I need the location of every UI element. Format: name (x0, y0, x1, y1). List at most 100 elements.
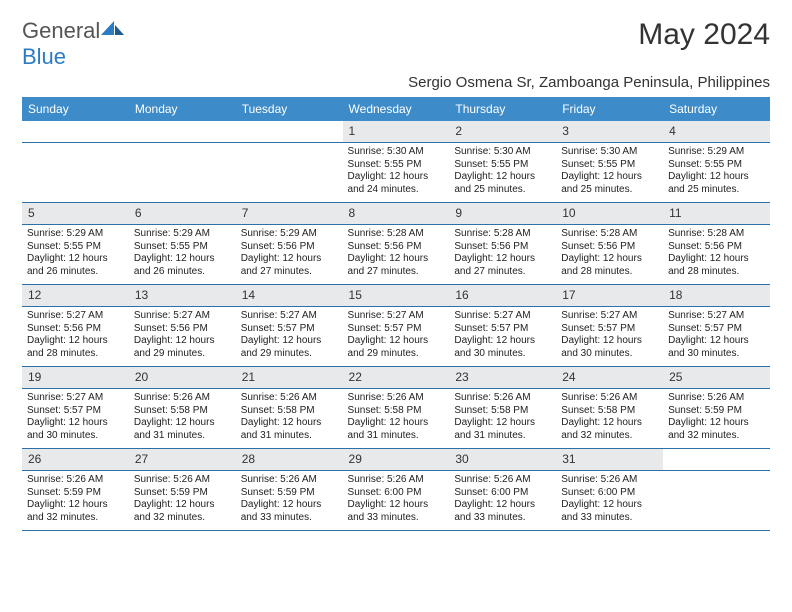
sunset-line: Sunset: 5:55 PM (561, 159, 658, 172)
day-number-cell: 25 (663, 367, 770, 389)
day-number-cell: 19 (22, 367, 129, 389)
day-detail-cell: Sunrise: 5:30 AMSunset: 5:55 PMDaylight:… (449, 143, 556, 203)
day-number-cell: 28 (236, 449, 343, 471)
day-number-cell: 17 (556, 285, 663, 307)
daylight-line: Daylight: 12 hours and 29 minutes. (241, 335, 338, 360)
daylight-line: Daylight: 12 hours and 27 minutes. (241, 253, 338, 278)
weekday-header: Wednesday (343, 97, 450, 121)
day-detail-cell: Sunrise: 5:30 AMSunset: 5:55 PMDaylight:… (556, 143, 663, 203)
sunset-line: Sunset: 5:55 PM (134, 241, 231, 254)
sunrise-line: Sunrise: 5:26 AM (348, 474, 445, 487)
sunset-line: Sunset: 5:55 PM (668, 159, 765, 172)
calendar-body: 1234Sunrise: 5:30 AMSunset: 5:55 PMDayli… (22, 121, 770, 531)
header: General Blue May 2024 (22, 18, 770, 70)
day-detail-cell: Sunrise: 5:27 AMSunset: 5:57 PMDaylight:… (236, 307, 343, 367)
calendar-table: SundayMondayTuesdayWednesdayThursdayFrid… (22, 97, 770, 531)
sunset-line: Sunset: 5:58 PM (454, 405, 551, 418)
sunrise-line: Sunrise: 5:29 AM (241, 228, 338, 241)
daylight-line: Daylight: 12 hours and 32 minutes. (668, 417, 765, 442)
sunrise-line: Sunrise: 5:26 AM (454, 474, 551, 487)
sunrise-line: Sunrise: 5:27 AM (561, 310, 658, 323)
daylight-line: Daylight: 12 hours and 31 minutes. (134, 417, 231, 442)
sunset-line: Sunset: 5:56 PM (668, 241, 765, 254)
day-detail-cell: Sunrise: 5:26 AMSunset: 5:58 PMDaylight:… (129, 389, 236, 449)
sunset-line: Sunset: 5:56 PM (561, 241, 658, 254)
sunrise-line: Sunrise: 5:28 AM (348, 228, 445, 241)
day-number-cell: 29 (343, 449, 450, 471)
day-detail-cell: Sunrise: 5:28 AMSunset: 5:56 PMDaylight:… (663, 225, 770, 285)
sunset-line: Sunset: 5:57 PM (348, 323, 445, 336)
weekday-header: Monday (129, 97, 236, 121)
sunset-line: Sunset: 5:58 PM (134, 405, 231, 418)
sunset-line: Sunset: 5:58 PM (348, 405, 445, 418)
sunrise-line: Sunrise: 5:27 AM (668, 310, 765, 323)
daylight-line: Daylight: 12 hours and 31 minutes. (454, 417, 551, 442)
daylight-line: Daylight: 12 hours and 32 minutes. (27, 499, 124, 524)
sunrise-line: Sunrise: 5:26 AM (134, 392, 231, 405)
sunrise-line: Sunrise: 5:26 AM (348, 392, 445, 405)
daylight-line: Daylight: 12 hours and 29 minutes. (348, 335, 445, 360)
day-number-cell: 10 (556, 203, 663, 225)
weekday-header: Tuesday (236, 97, 343, 121)
day-detail-cell: Sunrise: 5:26 AMSunset: 6:00 PMDaylight:… (556, 471, 663, 531)
day-number-cell: 15 (343, 285, 450, 307)
sunrise-line: Sunrise: 5:30 AM (561, 146, 658, 159)
day-detail-cell: Sunrise: 5:26 AMSunset: 5:59 PMDaylight:… (236, 471, 343, 531)
daynum-row: 1234 (22, 121, 770, 143)
sunrise-line: Sunrise: 5:29 AM (134, 228, 231, 241)
day-number-cell: 23 (449, 367, 556, 389)
sunrise-line: Sunrise: 5:27 AM (27, 310, 124, 323)
sunrise-line: Sunrise: 5:26 AM (241, 474, 338, 487)
sunrise-line: Sunrise: 5:29 AM (27, 228, 124, 241)
day-number-cell: 5 (22, 203, 129, 225)
daylight-line: Daylight: 12 hours and 27 minutes. (454, 253, 551, 278)
sunrise-line: Sunrise: 5:27 AM (454, 310, 551, 323)
day-detail-cell: Sunrise: 5:27 AMSunset: 5:57 PMDaylight:… (22, 389, 129, 449)
sunrise-line: Sunrise: 5:26 AM (454, 392, 551, 405)
day-detail-cell: Sunrise: 5:26 AMSunset: 5:58 PMDaylight:… (449, 389, 556, 449)
weekday-header: Saturday (663, 97, 770, 121)
day-number-cell: 8 (343, 203, 450, 225)
sunrise-line: Sunrise: 5:28 AM (668, 228, 765, 241)
daynum-row: 12131415161718 (22, 285, 770, 307)
sunset-line: Sunset: 5:55 PM (27, 241, 124, 254)
day-number-cell: 1 (343, 121, 450, 143)
daylight-line: Daylight: 12 hours and 28 minutes. (561, 253, 658, 278)
day-detail-cell: Sunrise: 5:27 AMSunset: 5:56 PMDaylight:… (22, 307, 129, 367)
sunset-line: Sunset: 5:56 PM (241, 241, 338, 254)
day-number-cell: 6 (129, 203, 236, 225)
calendar-header: SundayMondayTuesdayWednesdayThursdayFrid… (22, 97, 770, 121)
sunset-line: Sunset: 5:56 PM (348, 241, 445, 254)
detail-row: Sunrise: 5:27 AMSunset: 5:56 PMDaylight:… (22, 307, 770, 367)
day-detail-cell: Sunrise: 5:26 AMSunset: 6:00 PMDaylight:… (343, 471, 450, 531)
day-number-cell: 22 (343, 367, 450, 389)
day-detail-cell: Sunrise: 5:26 AMSunset: 5:59 PMDaylight:… (22, 471, 129, 531)
sunset-line: Sunset: 5:59 PM (27, 487, 124, 500)
daylight-line: Daylight: 12 hours and 30 minutes. (561, 335, 658, 360)
weekday-header: Sunday (22, 97, 129, 121)
day-detail-cell: Sunrise: 5:26 AMSunset: 5:58 PMDaylight:… (236, 389, 343, 449)
day-number-cell: 11 (663, 203, 770, 225)
brand-logo: General Blue (22, 18, 126, 70)
brand-text: General Blue (22, 18, 126, 70)
day-number-cell: 16 (449, 285, 556, 307)
day-detail-cell: Sunrise: 5:29 AMSunset: 5:55 PMDaylight:… (22, 225, 129, 285)
day-detail-cell: Sunrise: 5:26 AMSunset: 5:58 PMDaylight:… (556, 389, 663, 449)
daylight-line: Daylight: 12 hours and 29 minutes. (134, 335, 231, 360)
day-number-cell: 18 (663, 285, 770, 307)
day-detail-cell: Sunrise: 5:27 AMSunset: 5:56 PMDaylight:… (129, 307, 236, 367)
day-detail-cell: Sunrise: 5:26 AMSunset: 6:00 PMDaylight:… (449, 471, 556, 531)
sunset-line: Sunset: 6:00 PM (454, 487, 551, 500)
day-detail-cell: Sunrise: 5:30 AMSunset: 5:55 PMDaylight:… (343, 143, 450, 203)
sunset-line: Sunset: 5:57 PM (668, 323, 765, 336)
daylight-line: Daylight: 12 hours and 33 minutes. (454, 499, 551, 524)
month-title: May 2024 (638, 18, 770, 52)
location-label: Sergio Osmena Sr, Zamboanga Peninsula, P… (22, 74, 770, 91)
day-detail-cell (129, 143, 236, 203)
day-number-cell: 24 (556, 367, 663, 389)
daylight-line: Daylight: 12 hours and 31 minutes. (241, 417, 338, 442)
day-number-cell (663, 449, 770, 471)
day-detail-cell: Sunrise: 5:28 AMSunset: 5:56 PMDaylight:… (556, 225, 663, 285)
sunset-line: Sunset: 5:57 PM (241, 323, 338, 336)
day-detail-cell: Sunrise: 5:27 AMSunset: 5:57 PMDaylight:… (343, 307, 450, 367)
